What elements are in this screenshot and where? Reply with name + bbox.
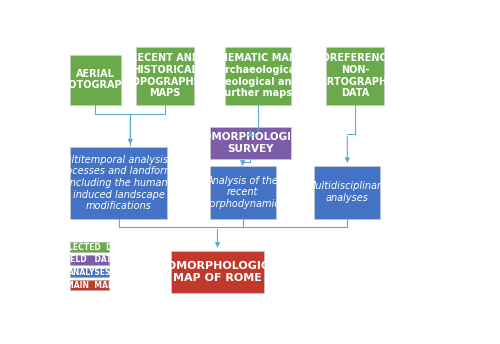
FancyBboxPatch shape bbox=[136, 46, 194, 105]
FancyBboxPatch shape bbox=[70, 147, 167, 219]
Text: GEOREFERENCED
NON-
CARTOGRAPHIC
DATA: GEOREFERENCED NON- CARTOGRAPHIC DATA bbox=[308, 53, 402, 98]
Text: RECENT AND
HISTORICAL
TOPOGRAPHIC
MAPS: RECENT AND HISTORICAL TOPOGRAPHIC MAPS bbox=[126, 53, 205, 98]
Text: THEMATIC MAPS
(Archaeological,
Geological and
further maps): THEMATIC MAPS (Archaeological, Geologica… bbox=[213, 53, 303, 98]
FancyBboxPatch shape bbox=[171, 250, 264, 293]
FancyBboxPatch shape bbox=[70, 242, 109, 252]
Text: GEOMORPHOLOGICAL
MAP OF ROME: GEOMORPHOLOGICAL MAP OF ROME bbox=[150, 261, 285, 282]
Text: FIELD   DATA: FIELD DATA bbox=[62, 255, 117, 264]
FancyBboxPatch shape bbox=[70, 54, 120, 105]
FancyBboxPatch shape bbox=[210, 127, 291, 159]
Text: Multidisciplinary
analyses: Multidisciplinary analyses bbox=[308, 182, 387, 203]
FancyBboxPatch shape bbox=[70, 268, 109, 277]
FancyBboxPatch shape bbox=[225, 46, 291, 105]
FancyBboxPatch shape bbox=[326, 46, 384, 105]
FancyBboxPatch shape bbox=[314, 166, 380, 219]
Text: GEOMORPHOLOGICAL
SURVEY: GEOMORPHOLOGICAL SURVEY bbox=[188, 132, 314, 154]
FancyBboxPatch shape bbox=[70, 280, 109, 290]
Text: ANALYSES: ANALYSES bbox=[68, 268, 112, 277]
Text: Multitemporal analysis of
processes and landforms,
including the human-
induced : Multitemporal analysis of processes and … bbox=[56, 155, 182, 211]
Text: Analysis of the
recent
morphodynamics: Analysis of the recent morphodynamics bbox=[200, 176, 285, 209]
Text: MAIN  MAP: MAIN MAP bbox=[66, 281, 114, 290]
FancyBboxPatch shape bbox=[70, 255, 109, 265]
Text: COLLECTED  DATA: COLLECTED DATA bbox=[51, 243, 128, 251]
Text: AERIAL
PHOTOGRAPHS: AERIAL PHOTOGRAPHS bbox=[54, 69, 138, 90]
FancyBboxPatch shape bbox=[210, 166, 276, 219]
